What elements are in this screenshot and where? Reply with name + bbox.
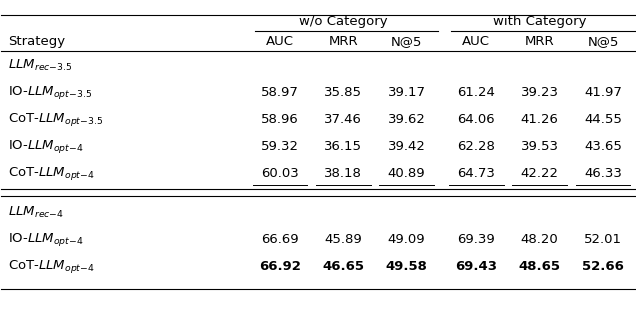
Text: 39.53: 39.53 <box>521 140 558 153</box>
Text: 66.69: 66.69 <box>261 233 299 246</box>
Text: 39.17: 39.17 <box>388 86 425 99</box>
Text: $\mathit{LLM}_{rec\mathrm{-3.5}}$: $\mathit{LLM}_{rec\mathrm{-3.5}}$ <box>8 58 72 73</box>
Text: 52.66: 52.66 <box>582 260 624 273</box>
Text: 66.92: 66.92 <box>259 260 301 273</box>
Text: CoT-$\mathit{LLM}_{opt\mathrm{-3.5}}$: CoT-$\mathit{LLM}_{opt\mathrm{-3.5}}$ <box>8 111 103 128</box>
Text: 38.18: 38.18 <box>324 167 363 180</box>
Text: 46.33: 46.33 <box>584 167 622 180</box>
Text: 35.85: 35.85 <box>324 86 363 99</box>
Text: N@5: N@5 <box>391 35 422 48</box>
Text: 42.22: 42.22 <box>521 167 558 180</box>
Text: 46.65: 46.65 <box>322 260 364 273</box>
Text: 60.03: 60.03 <box>261 167 299 180</box>
Text: CoT-$\mathit{LLM}_{opt\mathrm{-4}}$: CoT-$\mathit{LLM}_{opt\mathrm{-4}}$ <box>8 258 95 275</box>
Text: 39.42: 39.42 <box>388 140 425 153</box>
Text: 64.73: 64.73 <box>457 167 495 180</box>
Text: 43.65: 43.65 <box>584 140 622 153</box>
Text: 69.39: 69.39 <box>457 233 495 246</box>
Text: 40.89: 40.89 <box>388 167 425 180</box>
Text: 69.43: 69.43 <box>455 260 497 273</box>
Text: IO-$\mathit{LLM}_{opt\mathrm{-3.5}}$: IO-$\mathit{LLM}_{opt\mathrm{-3.5}}$ <box>8 84 92 101</box>
Text: AUC: AUC <box>462 35 490 48</box>
Text: with Category: with Category <box>493 15 586 28</box>
Text: 37.46: 37.46 <box>324 113 363 126</box>
Text: 61.24: 61.24 <box>457 86 495 99</box>
Text: 58.97: 58.97 <box>261 86 299 99</box>
Text: 64.06: 64.06 <box>457 113 495 126</box>
Text: MRR: MRR <box>329 35 358 48</box>
Text: 39.23: 39.23 <box>521 86 558 99</box>
Text: 49.09: 49.09 <box>388 233 425 246</box>
Text: 59.32: 59.32 <box>261 140 299 153</box>
Text: IO-$\mathit{LLM}_{opt\mathrm{-4}}$: IO-$\mathit{LLM}_{opt\mathrm{-4}}$ <box>8 138 83 155</box>
Text: 52.01: 52.01 <box>584 233 622 246</box>
Text: $\mathit{LLM}_{rec\mathrm{-4}}$: $\mathit{LLM}_{rec\mathrm{-4}}$ <box>8 205 64 220</box>
Text: Strategy: Strategy <box>8 35 65 48</box>
Text: 58.96: 58.96 <box>261 113 299 126</box>
Text: 36.15: 36.15 <box>324 140 363 153</box>
Text: 44.55: 44.55 <box>584 113 622 126</box>
Text: MRR: MRR <box>525 35 555 48</box>
Text: IO-$\mathit{LLM}_{opt\mathrm{-4}}$: IO-$\mathit{LLM}_{opt\mathrm{-4}}$ <box>8 231 83 248</box>
Text: 62.28: 62.28 <box>457 140 495 153</box>
Text: CoT-$\mathit{LLM}_{opt\mathrm{-4}}$: CoT-$\mathit{LLM}_{opt\mathrm{-4}}$ <box>8 165 95 182</box>
Text: 48.65: 48.65 <box>518 260 560 273</box>
Text: 41.26: 41.26 <box>521 113 558 126</box>
Text: 48.20: 48.20 <box>521 233 558 246</box>
Text: 39.62: 39.62 <box>388 113 425 126</box>
Text: AUC: AUC <box>266 35 294 48</box>
Text: w/o Category: w/o Category <box>299 15 387 28</box>
Text: N@5: N@5 <box>587 35 619 48</box>
Text: 49.58: 49.58 <box>385 260 427 273</box>
Text: 45.89: 45.89 <box>324 233 363 246</box>
Text: 41.97: 41.97 <box>584 86 622 99</box>
